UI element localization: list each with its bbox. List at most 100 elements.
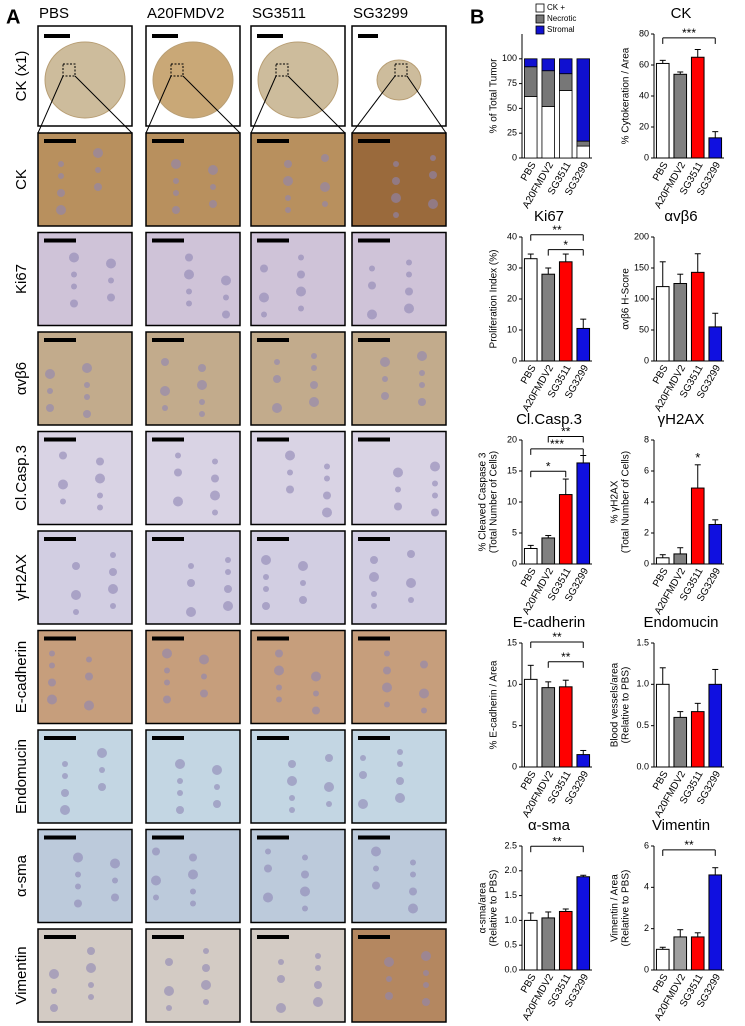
micrograph	[145, 132, 241, 227]
cell-nucleus	[263, 586, 269, 592]
bar	[576, 754, 591, 768]
cell-nucleus	[419, 382, 425, 388]
cell-nucleus	[310, 381, 318, 389]
bar	[576, 462, 591, 565]
row-label: Ki67	[13, 264, 30, 294]
cell-nucleus	[59, 451, 67, 460]
cell-nucleus	[75, 883, 81, 890]
row-label: CK	[13, 169, 30, 190]
micrograph	[37, 231, 133, 327]
cell-nucleus	[153, 894, 159, 901]
bar	[558, 910, 573, 971]
cell-nucleus	[382, 376, 388, 382]
scale-bar	[257, 139, 289, 143]
y-axis-label: % Cleaved Caspase 3	[478, 452, 489, 551]
cell-nucleus	[185, 253, 193, 262]
y-tick-label: 0	[644, 558, 649, 568]
scale-bar	[44, 34, 70, 38]
cell-nucleus	[285, 195, 291, 201]
cell-nucleus	[211, 474, 219, 483]
cell-nucleus	[62, 761, 68, 767]
significance: ***	[682, 26, 696, 40]
scale-bar	[358, 238, 390, 243]
scale-bar	[44, 437, 76, 442]
cell-nucleus	[314, 981, 322, 989]
cell-nucleus	[172, 206, 180, 214]
y-tick-label: 60	[639, 59, 649, 69]
cell-nucleus	[152, 847, 160, 856]
row-label: Cl.Casp.3	[13, 445, 30, 511]
cell-nucleus	[385, 992, 393, 1000]
bar	[541, 917, 556, 971]
bar	[673, 936, 688, 971]
bar	[655, 62, 670, 159]
cell-nucleus	[432, 492, 438, 499]
micrograph	[37, 629, 133, 725]
cell-nucleus	[73, 852, 83, 863]
cell-nucleus	[75, 871, 81, 878]
cell-nucleus	[62, 773, 68, 779]
bar	[708, 137, 723, 159]
bar	[690, 271, 705, 362]
y-tick-label: 0	[512, 355, 517, 365]
micrograph	[250, 828, 346, 924]
cell-nucleus	[321, 154, 329, 162]
y-tick-label: 0	[644, 152, 649, 162]
cell-nucleus	[46, 404, 54, 412]
micrograph	[351, 828, 447, 924]
cell-nucleus	[276, 696, 282, 703]
cell-nucleus	[70, 299, 78, 308]
cell-nucleus	[166, 1005, 172, 1011]
bar	[690, 711, 705, 768]
micrograph	[250, 629, 346, 725]
bar	[655, 683, 670, 768]
y-axis-label: % of Total Tumor	[489, 58, 500, 134]
bar	[523, 678, 538, 768]
y-tick-label: 4	[644, 882, 649, 892]
y-tick-label: 0.5	[636, 720, 649, 730]
y-tick-label: 10	[507, 679, 517, 689]
cell-nucleus	[405, 287, 413, 296]
bar	[690, 56, 705, 159]
scale-bar	[152, 338, 184, 342]
bar	[523, 258, 538, 362]
zoom-line	[145, 75, 172, 134]
scale-bar	[358, 736, 390, 740]
cell-nucleus	[189, 853, 197, 862]
micrograph	[145, 629, 241, 725]
cell-nucleus	[423, 970, 429, 976]
legend-label: CK +	[547, 3, 565, 12]
cell-nucleus	[274, 359, 280, 365]
cell-nucleus	[285, 450, 295, 461]
cell-nucleus	[383, 666, 391, 675]
micrograph	[250, 928, 346, 1023]
cell-nucleus	[422, 998, 430, 1006]
cell-nucleus	[324, 463, 330, 470]
zoom-line	[351, 75, 396, 134]
cell-nucleus	[302, 905, 308, 912]
cell-nucleus	[323, 491, 331, 500]
cell-nucleus	[49, 969, 59, 979]
cell-nucleus	[418, 398, 426, 406]
cell-nucleus	[160, 386, 170, 396]
cell-nucleus	[98, 783, 106, 791]
cell-nucleus	[186, 607, 196, 617]
y-axis-label: α-sma/area	[478, 882, 489, 933]
cell-nucleus	[371, 846, 381, 857]
cell-nucleus	[71, 283, 77, 290]
cell-nucleus	[272, 403, 282, 413]
cell-nucleus	[286, 485, 294, 494]
bar	[708, 874, 723, 971]
cell-nucleus	[47, 694, 57, 705]
y-tick-label: 15	[507, 465, 517, 475]
cell-nucleus	[397, 749, 403, 755]
cell-nucleus	[107, 293, 115, 302]
cell-nucleus	[285, 207, 291, 213]
cell-nucleus	[71, 590, 81, 600]
cell-nucleus	[395, 793, 405, 803]
bar	[541, 687, 556, 768]
scale-bar	[152, 935, 184, 939]
cell-nucleus	[177, 790, 183, 796]
scale-bar	[44, 935, 76, 939]
significance: **	[561, 650, 571, 664]
